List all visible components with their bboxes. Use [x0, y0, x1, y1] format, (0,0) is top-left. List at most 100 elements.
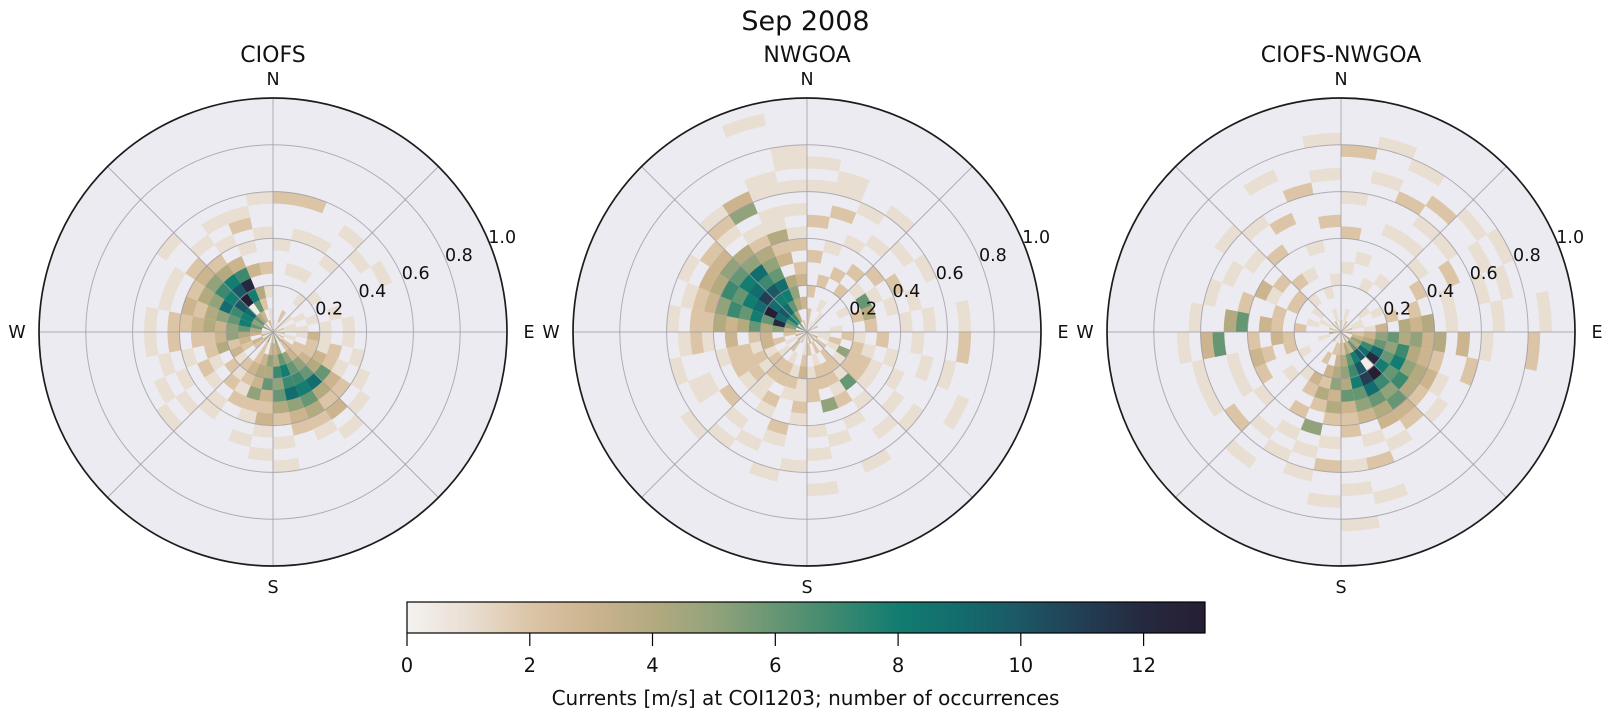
rose-cell [793, 297, 803, 311]
rose-cell [752, 299, 769, 315]
rose-cell [1275, 419, 1301, 441]
rose-cell [273, 332, 285, 335]
outer-ring [38, 97, 508, 567]
rose-cell [1258, 315, 1273, 332]
rose-cell [813, 312, 824, 324]
rose-cell [678, 332, 693, 358]
rose-cell [913, 253, 937, 283]
rose-cell [273, 366, 283, 380]
rose-cell [270, 332, 273, 344]
rose-cell [698, 266, 720, 292]
rose-cell [246, 360, 260, 376]
rose-cell [829, 205, 857, 225]
rose-cell [1406, 257, 1429, 281]
rose-cell [1398, 377, 1420, 399]
rose-cell [1398, 332, 1412, 346]
rose-cell [259, 353, 269, 367]
rose-cell [249, 327, 262, 332]
rose-cell [701, 332, 716, 353]
rose-cell [1341, 354, 1348, 368]
rose-cell [786, 226, 807, 241]
rose-cell [807, 480, 840, 497]
rose-cell [1363, 332, 1377, 339]
angular-gridline [806, 166, 973, 333]
rose-cell [1223, 309, 1239, 332]
rose-cell [807, 332, 819, 339]
rose-cell [190, 332, 205, 349]
rose-cell [955, 332, 972, 365]
rose-cell [788, 412, 807, 426]
rose-cell [816, 374, 830, 390]
rose-cell [1291, 439, 1319, 459]
rose-cell [295, 266, 313, 284]
rose-cell [698, 372, 720, 398]
rose-cell [192, 300, 209, 319]
rose-cell [1334, 320, 1341, 332]
radial-tick-label: 0.6 [1470, 264, 1498, 284]
rose-cell [273, 191, 301, 207]
rose-cell [1341, 226, 1362, 241]
rose-cell [263, 284, 273, 298]
rose-cell [1341, 332, 1348, 344]
rose-cell [1392, 397, 1416, 420]
rose-cell [229, 345, 245, 359]
rose-cell [254, 285, 267, 300]
rose-cell [1492, 264, 1514, 301]
rose-cell [1456, 207, 1488, 242]
rose-cell [241, 396, 260, 413]
rose-cell [864, 318, 878, 332]
rose-cell [754, 399, 776, 419]
rose-cell [807, 332, 819, 335]
rose-cell [1221, 260, 1244, 288]
rose-cell [731, 358, 749, 378]
rose-cell [1314, 385, 1330, 402]
angular-gridline [1175, 331, 1342, 498]
rose-cell [228, 429, 253, 448]
rose-cell [1459, 357, 1479, 386]
rose-cell [1271, 305, 1288, 321]
rose-cell [788, 285, 801, 300]
colorbar-gradient [406, 601, 1206, 634]
rose-cell [1353, 348, 1367, 362]
rose-cell [311, 381, 332, 401]
rose-cell [341, 332, 356, 349]
rose-cell [807, 423, 828, 438]
radial-tick-label: 0.4 [1426, 282, 1454, 302]
rose-cell [311, 349, 328, 365]
rose-cell [1247, 332, 1261, 351]
rose-cell [1341, 332, 1353, 335]
rose-cell [1357, 306, 1371, 320]
rose-cell [1253, 383, 1276, 407]
rose-cell [760, 313, 775, 326]
rose-cell [298, 194, 327, 214]
rose-cell [249, 322, 263, 330]
rose-cell [254, 412, 273, 426]
rose-cell [1347, 340, 1358, 352]
rose-cell [748, 320, 762, 332]
rose-cell [273, 320, 276, 332]
rose-cell [1409, 315, 1424, 332]
rose-cell [214, 263, 235, 283]
polar-plot-nwgoa: 0.2 0.4 0.6 0.8 1.0 N S E W [542, 67, 1072, 597]
rose-cell [268, 320, 273, 332]
rose-cell [1535, 290, 1552, 332]
rose-cell [1372, 399, 1394, 419]
rose-cell [197, 286, 215, 306]
rose-cell [762, 429, 787, 448]
rose-cell [781, 302, 795, 316]
rose-cell [738, 370, 758, 391]
rose-cell [1321, 351, 1333, 365]
rose-cell [709, 273, 730, 297]
rose-cell [1319, 318, 1332, 328]
rose-cell [1270, 318, 1284, 332]
rose-cell [748, 263, 769, 283]
rose-cell [263, 366, 273, 380]
rose-cell [284, 327, 297, 332]
rose-cell [842, 234, 866, 255]
rose-cell [752, 349, 769, 365]
rose-cell [273, 400, 290, 415]
radial-tick-label: 0.8 [445, 246, 473, 266]
rose-cell [852, 389, 874, 411]
polar-plot-ciofs: 0.2 0.4 0.6 0.8 1.0 N S E W [8, 67, 538, 597]
rose-cell [273, 320, 280, 332]
